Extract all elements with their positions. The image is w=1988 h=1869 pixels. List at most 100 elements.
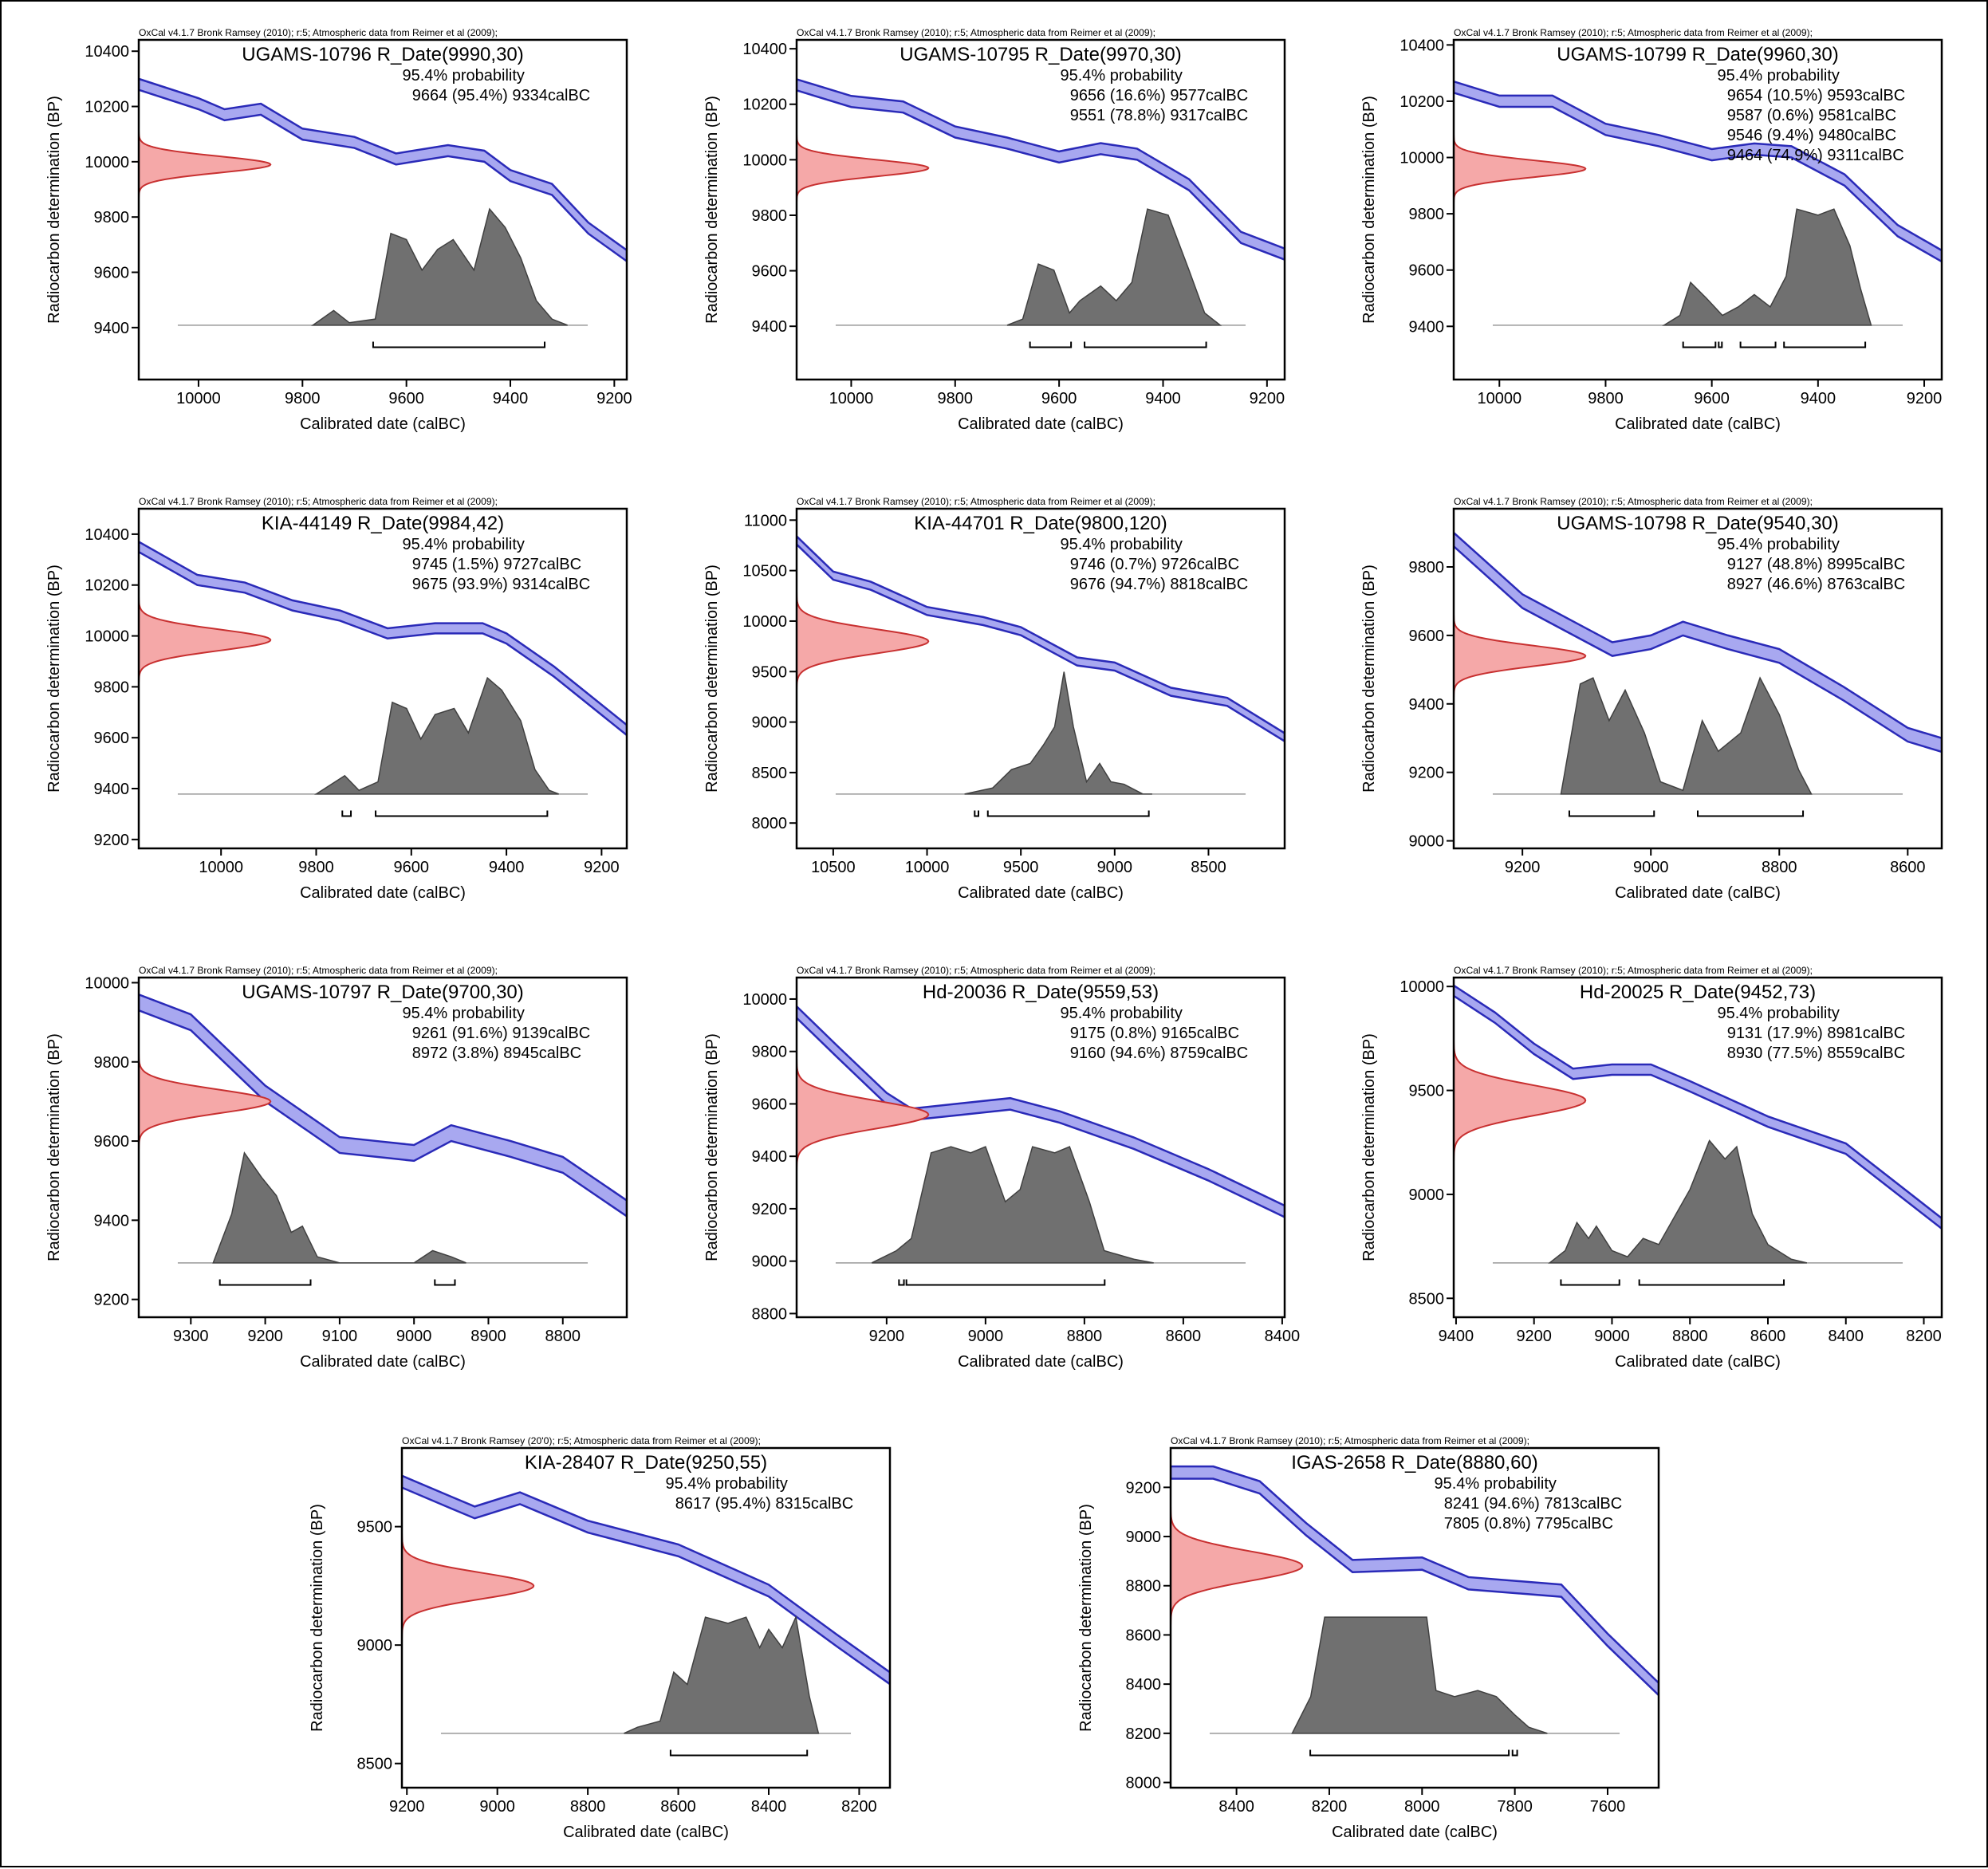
x-tick-label: 8600 [1166,1328,1202,1345]
x-tick-label: 9200 [1907,390,1943,407]
hpd-range-bracket [974,810,979,817]
x-tick-label: 8600 [1750,1328,1786,1345]
y-tick-label: 11000 [744,512,787,529]
x-axis-label: Calibrated date (calBC) [958,884,1124,902]
y-tick-label: 9000 [752,1253,788,1271]
chart-title: UGAMS-10796 R_Date(9990,30) [242,44,524,65]
x-tick-label: 8600 [1890,859,1926,876]
software-credit: OxCal v4.1.7 Bronk Ramsey (2010); r:5; A… [797,27,1155,38]
y-tick-label: 9800 [1409,559,1445,576]
y-tick-label: 10000 [1399,978,1444,996]
y-tick-label: 9600 [752,1096,788,1113]
x-tick-label: 8000 [1404,1798,1440,1816]
hpd-range-text: 9127 (48.8%) 8995calBC [1727,556,1905,573]
x-tick-label: 8400 [1265,1328,1301,1345]
hpd-range-bracket [1029,341,1073,348]
y-tick-label: 9400 [1409,318,1445,336]
calibration-curve-band [139,994,627,1218]
x-tick-label: 9800 [1588,390,1624,407]
x-tick-label: 8200 [1312,1798,1348,1816]
calibration-chart: 8400 8200 8000 7800 7600 9200 9000 8800 8600 8400… [1077,1435,1660,1841]
probability-label: 95.4% probability [665,1475,787,1493]
software-credit: OxCal v4.1.7 Bronk Ramsey (20'0); r:5; A… [402,1435,761,1446]
plot-area [1171,1465,1659,1757]
hpd-range-bracket [434,1279,456,1286]
hpd-range-text: 8617 (95.4%) 8315calBC [675,1495,853,1513]
x-tick-label: 9000 [396,1328,432,1345]
calibrated-posterior [1560,676,1813,795]
y-axis-label: Radiocarbon determination (BP) [1360,96,1378,324]
y-tick-label: 9400 [94,320,130,337]
y-tick-label: 10400 [85,526,129,544]
radiocarbon-date-distribution [1454,1039,1587,1162]
x-tick-label: 9500 [1003,859,1039,876]
calibrated-posterior [1291,1616,1548,1734]
y-tick-label: 10400 [85,43,129,61]
y-axis-label: Radiocarbon determination (BP) [1077,1504,1095,1732]
x-tick-label: 8500 [1191,859,1226,876]
y-tick-label: 9800 [752,1044,788,1061]
y-tick-label: 9400 [1409,696,1445,714]
radiocarbon-date-distribution [139,131,272,198]
x-tick-label: 8800 [570,1798,606,1816]
calibration-chart: 9400 9200 9000 8800 8600 8400 8200 10000 9500 900… [1360,965,1943,1371]
y-axis-label: Radiocarbon determination (BP) [45,565,63,793]
hpd-range-bracket [1568,810,1655,817]
y-tick-label: 9200 [1126,1479,1162,1497]
hpd-range-text: 9261 (91.6%) 9139calBC [412,1025,590,1042]
calibration-chart: 10000 9800 9600 9400 9200 10400 10200 10000 9800… [45,27,632,433]
hpd-range-bracket [898,1279,905,1286]
x-tick-label: 9000 [1097,859,1133,876]
probability-label: 95.4% probability [1060,67,1182,85]
plot-frame [1452,976,1943,1319]
y-axis-label: Radiocarbon determination (BP) [703,565,721,793]
hpd-range-bracket [1718,341,1723,348]
plot-frame [137,38,628,381]
plot-area [797,78,1285,348]
x-tick-label: 9800 [298,859,334,876]
x-tick-label: 8800 [545,1328,581,1345]
probability-label: 95.4% probability [402,67,524,85]
calibration-curve-band [1454,80,1942,263]
y-tick-label: 9000 [1409,833,1445,851]
hpd-range-text: 9175 (0.8%) 9165calBC [1070,1025,1239,1042]
hpd-range-text: 9746 (0.7%) 9726calBC [1070,556,1239,573]
x-tick-label: 10000 [176,390,221,407]
plot-area [139,77,627,348]
plot-frame [1169,1446,1660,1789]
y-tick-label: 10200 [1399,93,1444,111]
chart-title: IGAS-2658 R_Date(8880,60) [1291,1452,1538,1474]
x-tick-label: 8600 [660,1798,696,1816]
plot-area [1454,531,1942,817]
x-tick-label: 7800 [1497,1798,1533,1816]
x-tick-label: 8400 [1829,1328,1864,1345]
y-tick-label: 10200 [85,99,129,116]
y-tick-label: 9800 [94,679,130,696]
x-tick-label: 9200 [869,1328,905,1345]
radiocarbon-date-distribution [1454,135,1587,203]
hpd-range-bracket [341,810,352,817]
plot-area [402,1474,890,1757]
x-tick-label: 8200 [841,1798,877,1816]
x-tick-label: 8800 [1067,1328,1103,1345]
x-tick-label: 9200 [596,390,632,407]
x-tick-label: 8400 [751,1798,787,1816]
chart-title: KIA-44149 R_Date(9984,42) [262,513,504,534]
calibrated-posterior [1548,1139,1808,1264]
y-tick-label: 10000 [1399,150,1444,167]
y-tick-label: 9200 [94,832,130,849]
x-tick-label: 9200 [389,1798,425,1816]
hpd-range-text: 9676 (94.7%) 8818calBC [1070,576,1248,593]
radiocarbon-date-distribution [402,1533,535,1639]
x-axis-label: Calibrated date (calBC) [1615,1353,1781,1371]
x-tick-label: 7600 [1590,1798,1626,1816]
software-credit: OxCal v4.1.7 Bronk Ramsey (2010); r:5; A… [139,27,498,38]
x-tick-label: 9600 [394,859,430,876]
y-tick-label: 9200 [94,1292,130,1309]
radiocarbon-date-distribution [797,1059,930,1171]
hpd-range-text: 9745 (1.5%) 9727calBC [412,556,581,573]
chart-title: KIA-44701 R_Date(9800,120) [914,513,1167,534]
calibrated-posterior [1006,208,1222,326]
x-tick-label: 10500 [811,859,856,876]
